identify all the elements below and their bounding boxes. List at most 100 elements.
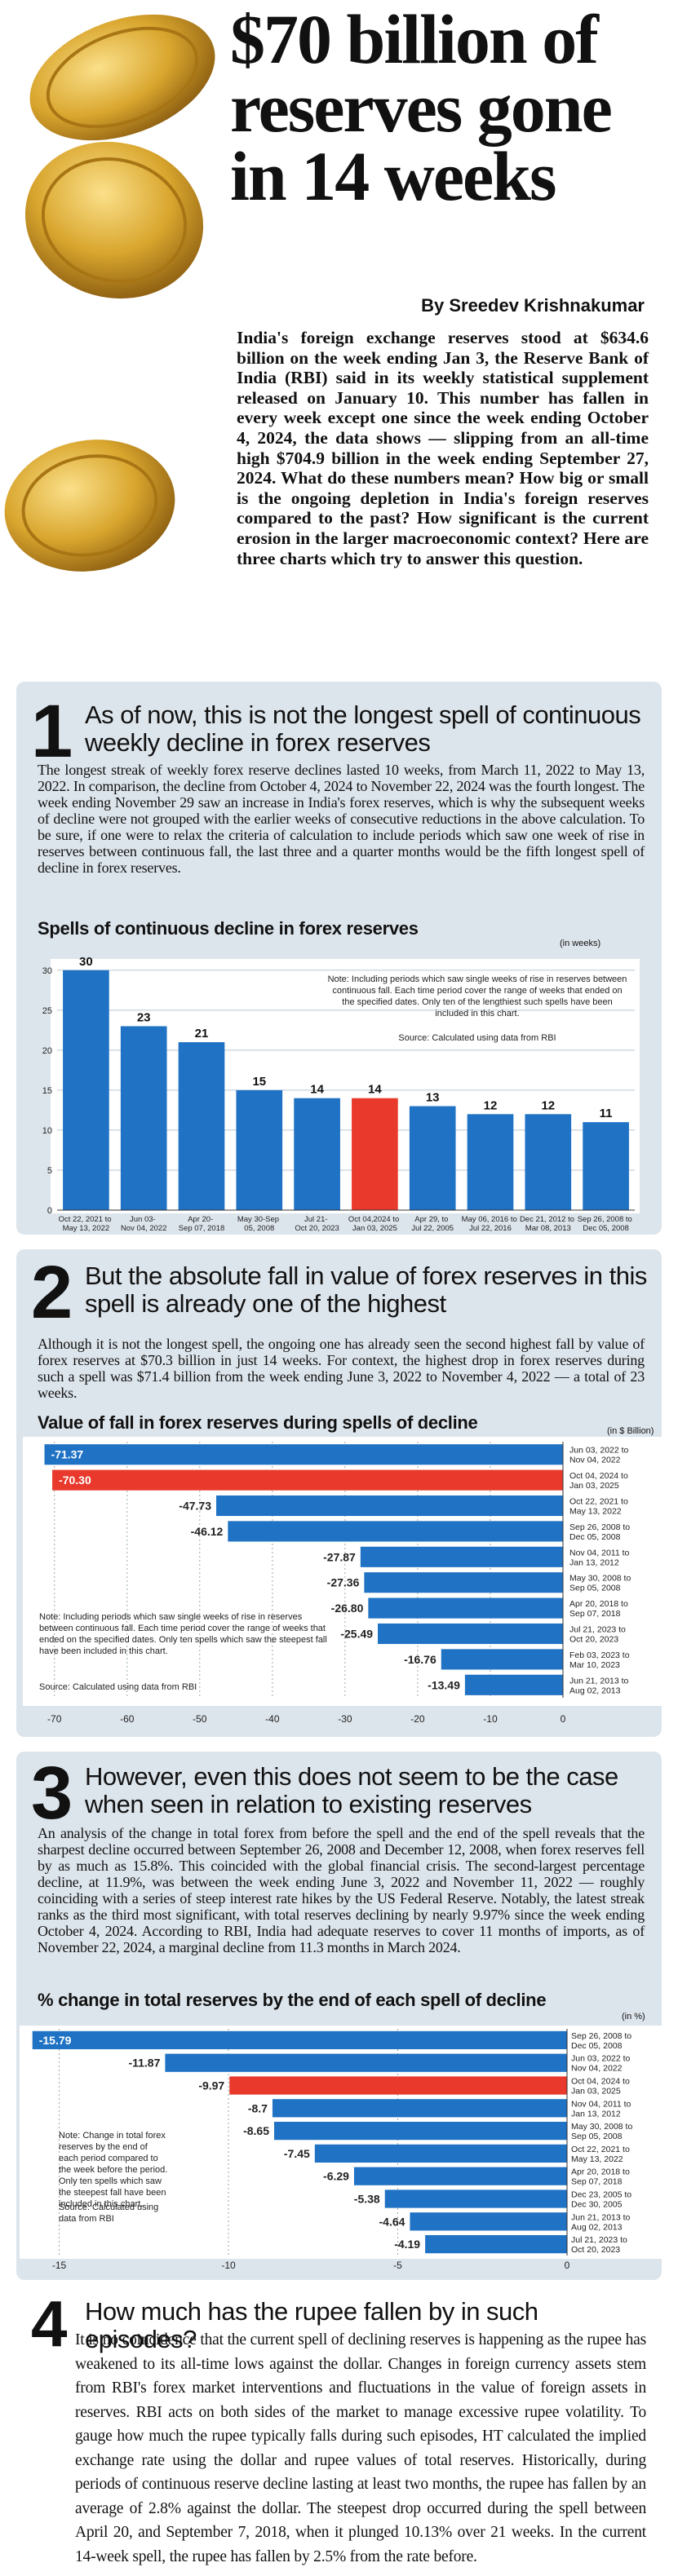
label-line: Nov 04, 2022 — [569, 1456, 621, 1465]
label-line: Jun 03, 2022 to — [569, 1446, 631, 1456]
data-label: -8.7 — [248, 2101, 268, 2114]
bar — [52, 1469, 564, 1491]
x-tick-label: -20 — [410, 1713, 425, 1725]
bar — [360, 1546, 563, 1567]
label-line: Oct 22, 2021 to — [569, 1497, 631, 1507]
x-tick-label: Dec 21, 2012 to Mar 08, 2013 — [520, 1215, 577, 1233]
bar — [353, 2167, 567, 2185]
data-label: -11.87 — [128, 2057, 160, 2070]
label-line: Dec 05, 2008 — [569, 1532, 621, 1542]
section-number: 4 — [31, 2287, 68, 2360]
label-line: Mar 10, 2023 — [569, 1660, 620, 1670]
x-tick-label: Apr 20- Sep 07, 2018 — [179, 1215, 225, 1233]
section-heading: But the absolute fall in value of forex … — [85, 1261, 647, 1318]
data-label: -27.87 — [323, 1550, 356, 1563]
label-line: Oct 22, 2021 to — [571, 2145, 632, 2154]
category-label: Apr 20, 2018 to Sep 07, 2018 — [571, 2167, 632, 2187]
chart-note: Note: Change in total forex reserves by … — [59, 2131, 168, 2209]
category-label: Feb 03, 2023 to Mar 10, 2023 — [569, 1650, 631, 1670]
label-line: Sep 07, 2018 — [571, 2177, 623, 2187]
x-tick-label: -40 — [265, 1713, 280, 1725]
label-line: Jun 21, 2013 to — [571, 2212, 632, 2222]
category-label: Dec 23, 2005 to Dec 30, 2005 — [571, 2190, 634, 2210]
label-line: Jun 03- — [130, 1215, 157, 1224]
data-label: 30 — [79, 955, 93, 969]
data-label: 12 — [541, 1098, 555, 1112]
section-body: The longest streak of weekly forex reser… — [38, 762, 645, 876]
bar — [425, 2234, 567, 2254]
label-line: Oct 04, 2024 to — [571, 2077, 632, 2087]
label-line: Sep 26, 2008 to — [569, 1522, 632, 1532]
section-heading: However, even this does not seem to be t… — [85, 1762, 618, 1818]
data-label: -26.80 — [331, 1602, 364, 1615]
data-label: 21 — [195, 1027, 209, 1041]
bar — [384, 2189, 567, 2208]
bar — [583, 1122, 629, 1210]
label-line: Jul 22, 2005 — [411, 1224, 454, 1233]
x-tick-label: -30 — [338, 1713, 352, 1725]
x-tick-label: -50 — [193, 1713, 207, 1725]
data-label: -27.36 — [327, 1576, 360, 1589]
label-line: Jul 21, 2023 to — [571, 2235, 630, 2245]
coin-rim — [21, 454, 158, 557]
data-label: -47.73 — [179, 1500, 211, 1513]
x-tick-label: Oct 22, 2021 to May 13, 2022 — [59, 1215, 114, 1233]
x-tick-label: -5 — [393, 2260, 402, 2271]
data-label: 14 — [310, 1083, 324, 1097]
label-line: Apr 20- — [188, 1215, 215, 1224]
label-line: Sep 07, 2018 — [179, 1224, 225, 1233]
category-label: Oct 04, 2024 to Jan 03, 2025 — [569, 1471, 631, 1491]
label-line: Jul 21, 2023 to — [569, 1625, 628, 1635]
label-line: Oct 20, 2023 — [295, 1224, 339, 1233]
category-label: Nov 04, 2011 to Jan 13, 2012 — [569, 1548, 631, 1567]
chart-title: Value of fall in forex reserves during s… — [38, 1412, 478, 1433]
label-line: Apr 20, 2018 to — [571, 2167, 632, 2177]
intro: India's foreign exchange reserves stood … — [237, 328, 649, 568]
section-body: Although it is not the longest spell, th… — [38, 1336, 645, 1401]
section-heading: How much has the rupee fallen by in such… — [85, 2297, 538, 2353]
coin — [24, 141, 204, 299]
data-label: 14 — [368, 1083, 382, 1097]
data-label: -9.97 — [198, 2079, 224, 2092]
x-tick-label: -60 — [120, 1713, 135, 1725]
label-line: Sep 05, 2008 — [569, 1584, 621, 1593]
bar — [274, 2121, 567, 2141]
chart-title: Spells of continuous decline in forex re… — [38, 918, 419, 939]
chart-unit: (in $ Billion) — [607, 1426, 654, 1436]
coin — [29, 14, 215, 141]
bar — [44, 1444, 564, 1465]
coins — [4, 14, 215, 572]
x-tick-label: Apr 29, to Jul 22, 2005 — [411, 1215, 454, 1233]
coin-rim — [41, 157, 188, 284]
y-tick-label: 5 — [47, 1166, 52, 1176]
data-label: -16.76 — [404, 1653, 436, 1666]
data-label: -71.37 — [51, 1448, 84, 1461]
bar — [464, 1674, 563, 1695]
category-label: Apr 20, 2018 to Sep 07, 2018 — [569, 1599, 631, 1619]
coin-rim — [46, 26, 199, 129]
x-tick-label: -10 — [483, 1713, 498, 1725]
label-line: Aug 02, 2013 — [571, 2222, 623, 2232]
bar — [364, 1572, 563, 1593]
label-line: Dec 05, 2008 — [571, 2041, 623, 2051]
data-label: 11 — [600, 1107, 613, 1120]
label-line: May 06, 2016 to — [462, 1215, 520, 1224]
label-line: Nov 04, 2022 — [121, 1224, 167, 1233]
category-label: Jul 21, 2023 to Oct 20, 2023 — [571, 2235, 630, 2255]
x-tick-label: Oct 04,2024 to Jan 03, 2025 — [348, 1215, 401, 1233]
x-tick-label: -15 — [52, 2260, 67, 2271]
x-tick-label: -70 — [47, 1713, 62, 1725]
section-number: 1 — [31, 690, 73, 773]
label-line: Dec 30, 2005 — [571, 2200, 623, 2210]
x-tick-label: Sep 26, 2008 to Dec 05, 2008 — [578, 1215, 635, 1233]
label-line: Jan 03, 2025 — [352, 1224, 397, 1233]
label-line: Nov 04, 2011 to — [569, 1548, 631, 1558]
label-line: Dec 05, 2008 — [583, 1224, 629, 1233]
category-label: Oct 22, 2021 to May 13, 2022 — [569, 1497, 631, 1517]
data-label: 13 — [426, 1091, 440, 1105]
label-line: Jan 03, 2025 — [569, 1481, 619, 1491]
category-label: Oct 22, 2021 to May 13, 2022 — [571, 2145, 632, 2164]
section-body: It is no coincidence that the current sp… — [75, 2331, 646, 2565]
label-line: May 13, 2022 — [571, 2154, 623, 2164]
